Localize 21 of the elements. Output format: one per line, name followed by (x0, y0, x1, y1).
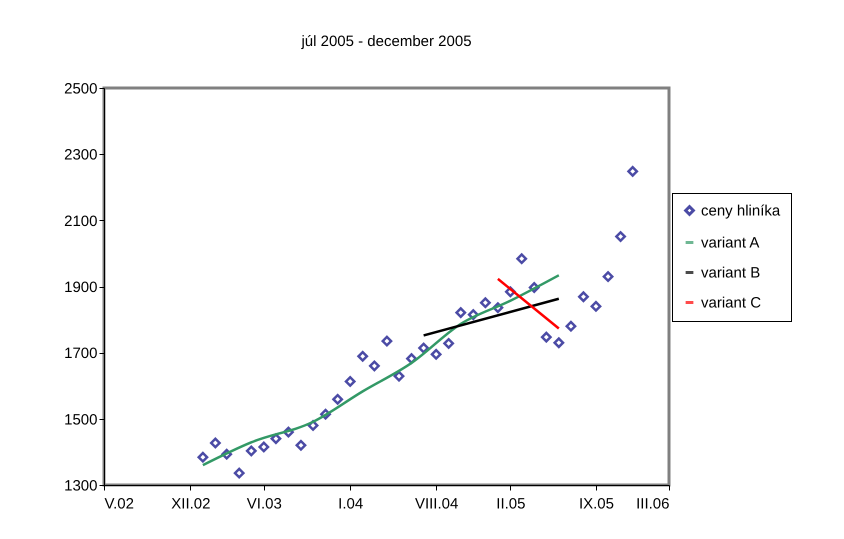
y-tick-label: 2100 (64, 212, 98, 230)
y-tick-label: 1700 (64, 345, 98, 362)
x-tick-label: VIII.04 (414, 496, 458, 512)
y-tick-label: 1900 (64, 279, 98, 296)
x-tick-label: III.06 (636, 496, 670, 512)
x-tick-label: I.04 (338, 496, 364, 512)
line-series (202, 274, 560, 466)
chart-title: júl 2005 - december 2005 (300, 33, 472, 50)
y-tick-label: 1300 (64, 478, 98, 494)
legend-label: variant B (701, 264, 760, 282)
legend-label: ceny hliníka (701, 202, 781, 220)
y-tick-label: 2300 (64, 146, 98, 164)
x-tick-label: XII.02 (171, 496, 210, 512)
y-tick-label: 2500 (64, 80, 98, 98)
legend-label: variant C (701, 294, 762, 312)
x-tick-label: VI.03 (246, 496, 282, 512)
x-tick-label: II.05 (496, 496, 526, 512)
y-tick-label: 1500 (64, 411, 98, 428)
x-tick-label: V.02 (104, 496, 134, 512)
x-tick-label: IX.05 (578, 496, 614, 512)
legend-label: variant A (701, 234, 760, 252)
